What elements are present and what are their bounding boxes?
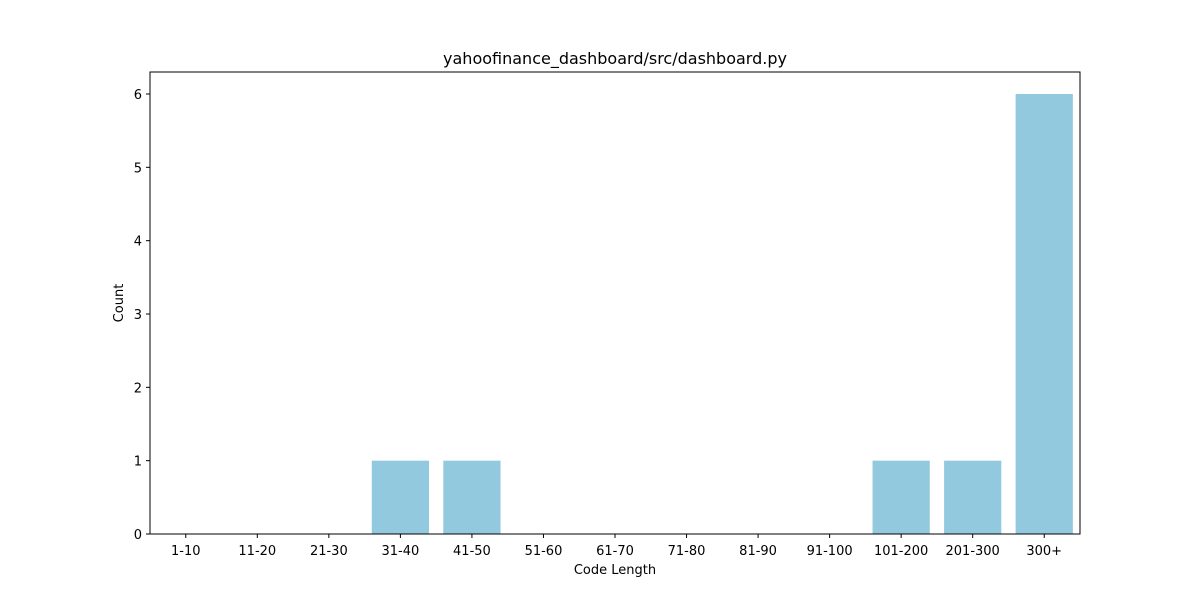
y-axis: 0 1 2 3 4 5 6	[134, 88, 150, 543]
y-tick-label: 3	[134, 308, 142, 323]
y-tick-label: 1	[134, 455, 142, 470]
x-axis: 1-10 11-20 21-30 31-40 41-50 51-60 61-70 71-80 8…	[171, 534, 1062, 559]
bars-group	[371, 94, 1073, 534]
x-tick-label: 51-60	[525, 544, 563, 559]
x-tick-label: 41-50	[453, 544, 491, 559]
x-tick-label: 1-10	[171, 544, 201, 559]
x-tick-label: 31-40	[381, 544, 419, 559]
x-tick-label: 71-80	[668, 544, 706, 559]
y-tick-label: 0	[134, 528, 142, 543]
x-tick-label: 91-100	[807, 544, 853, 559]
y-tick-label: 4	[134, 235, 142, 250]
bar-101-200	[872, 460, 930, 534]
x-tick-label: 201-300	[946, 544, 1000, 559]
plot-frame	[149, 71, 1081, 535]
x-tick-label: 21-30	[310, 544, 348, 559]
x-tick-label: 300+	[1026, 544, 1062, 559]
bar-41-50	[443, 460, 501, 534]
x-axis-title: Code Length	[574, 563, 656, 578]
bar-300+	[1015, 94, 1073, 534]
x-tick-label: 11-20	[238, 544, 276, 559]
y-tick-label: 5	[134, 161, 142, 176]
x-tick-label: 101-200	[874, 544, 928, 559]
chart-title: yahoofinance_dashboard/src/dashboard.py	[443, 49, 787, 69]
bar-31-40	[371, 460, 429, 534]
y-tick-label: 6	[134, 88, 142, 103]
y-axis-title: Count	[112, 284, 127, 323]
bar-201-300	[944, 460, 1002, 534]
y-tick-label: 2	[134, 381, 142, 396]
x-tick-label: 61-70	[596, 544, 634, 559]
x-tick-label: 81-90	[739, 544, 777, 559]
